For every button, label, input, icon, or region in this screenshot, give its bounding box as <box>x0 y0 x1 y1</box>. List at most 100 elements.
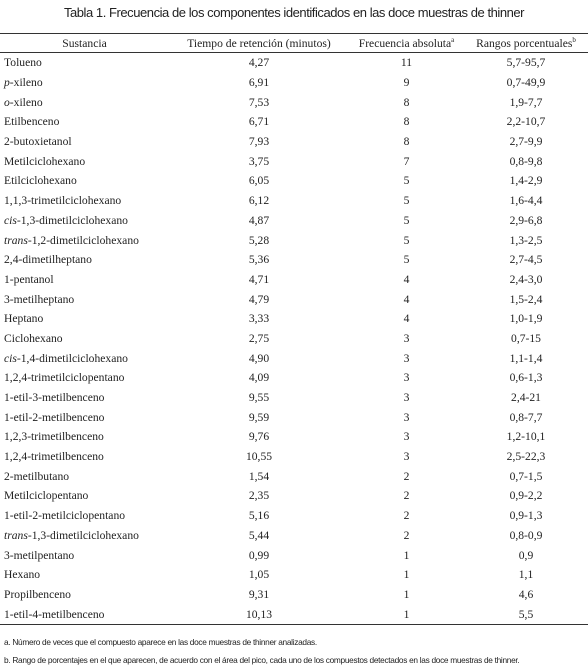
cell-tiempo: 6,91 <box>248 76 270 90</box>
cell-frecuencia: 2 <box>403 489 410 503</box>
cell-frecuencia: 5 <box>403 253 410 267</box>
cell-tiempo: 4,09 <box>248 371 270 385</box>
table-row: p-xileno 6,91 9 0,7-49,9 <box>0 73 588 93</box>
cell-frecuencia: 11 <box>400 56 413 70</box>
table-row: Propilbenceno 9,31 1 4,6 <box>0 585 588 605</box>
cell-rangos: 2,7-4,5 <box>509 253 543 267</box>
cell-frecuencia: 5 <box>403 213 410 227</box>
cell-rangos: 2,4-21 <box>511 391 541 405</box>
cell-tiempo: 9,55 <box>248 391 270 405</box>
cell-frecuencia: 5 <box>403 194 410 208</box>
cell-frecuencia: 1 <box>403 548 410 562</box>
cell-tiempo: 6,05 <box>248 174 270 188</box>
cell-tiempo: 9,76 <box>248 430 270 444</box>
footnote: b. Rango de porcentajes en el que aparec… <box>4 655 520 665</box>
cell-tiempo: 6,71 <box>248 115 270 129</box>
cell-rangos: 0,6-1,3 <box>509 371 543 385</box>
cell-sustancia: Ciclohexano <box>0 329 169 349</box>
substance-name: -1,2-dimetilciclohexano <box>27 233 139 247</box>
substance-name: 3-metilheptano <box>4 292 75 306</box>
cell-frecuencia: 1 <box>349 604 464 625</box>
header-cell: Sustancia <box>0 33 169 53</box>
italic-prefix: o <box>4 95 10 109</box>
header-row: Sustancia Tiempo de retención (minutos) Fr… <box>0 33 588 53</box>
italic-prefix: trans <box>4 233 28 247</box>
table-row: 1,1,3-trimetilciclohexano 6,12 5 1,6-4,4 <box>0 191 588 211</box>
cell-tiempo: 5,28 <box>248 233 270 247</box>
cell-sustancia: 1-etil-3-metilbenceno <box>0 388 169 408</box>
cell-rangos: 1,6-4,4 <box>509 194 543 208</box>
table-row: 1-etil-3-metilbenceno 9,55 3 2,4-21 <box>0 388 588 408</box>
cell-sustancia: Metilciclohexano <box>0 151 169 171</box>
cell-sustancia: Heptano <box>0 309 169 329</box>
cell-frecuencia: 2 <box>403 509 410 523</box>
substance-name: Heptano <box>4 312 44 326</box>
table-row: 2,4-dimetilheptano 5,36 5 2,7-4,5 <box>0 250 588 270</box>
cell-sustancia: 1,2,3-trimetilbenceno <box>0 427 169 447</box>
italic-prefix: cis <box>4 351 17 365</box>
cell-frecuencia: 3 <box>403 391 410 405</box>
cell-tiempo: 4,71 <box>248 272 270 286</box>
table-row: 1-etil-2-metilbenceno 9,59 3 0,8-7,7 <box>0 407 588 427</box>
substance-name: 3-metilpentano <box>4 548 75 562</box>
substance-name: Etilciclohexano <box>4 174 77 188</box>
cell-tiempo: 3,75 <box>248 154 270 168</box>
footnote-marker: a <box>451 36 455 45</box>
cell-tiempo: 2,75 <box>248 331 270 345</box>
table-row: Etilciclohexano 6,05 5 1,4-2,9 <box>0 171 588 191</box>
table-row: Heptano 3,33 4 1,0-1,9 <box>0 309 588 329</box>
table-row: cis-1,4-dimetilciclohexano 4,90 3 1,1-1,4 <box>0 348 588 368</box>
cell-frecuencia: 8 <box>403 135 410 149</box>
cell-rangos: 1,1 <box>518 568 534 582</box>
header-text: Rangos porcentuales <box>476 36 573 50</box>
footnote-text: Rango de porcentajes en el que aparecen,… <box>12 655 520 665</box>
header-cell: Frecuencia absolutaa <box>349 33 464 53</box>
cell-rangos: 2,5-22,3 <box>506 450 546 464</box>
substance-name: -1,3-dimetilciclohexano <box>16 213 128 227</box>
table-row: Etilbenceno 6,71 8 2,2-10,7 <box>0 112 588 132</box>
cell-frecuencia: 4 <box>403 312 410 326</box>
header-cell: Tiempo de retención (minutos) <box>169 33 349 53</box>
substance-name: -xileno <box>9 76 43 90</box>
table-row: 1-etil-2-metilciclopentano 5,16 2 0,9-1,3 <box>0 506 588 526</box>
footnote-marker: b <box>572 36 576 45</box>
cell-frecuencia: 1 <box>403 568 410 582</box>
table-row: 1-etil-4-metilbenceno 10,13 1 5,5 <box>0 604 588 625</box>
cell-sustancia: Propilbenceno <box>0 585 169 605</box>
cell-frecuencia: 2 <box>403 469 410 483</box>
cell-rangos: 1,2-10,1 <box>506 430 546 444</box>
cell-rangos: 0,7-1,5 <box>509 469 543 483</box>
cell-sustancia: 2,4-dimetilheptano <box>0 250 169 270</box>
cell-tiempo: 9,59 <box>248 410 270 424</box>
substance-name: 1-etil-2-metilciclopentano <box>4 509 126 523</box>
table-row: Hexano 1,05 1 1,1 <box>0 565 588 585</box>
header-text: Tiempo de retención (minutos) <box>187 36 331 50</box>
table-body: Tolueno 4,27 11 5,7-95,7 p-xileno 6,91 9 0,7-49… <box>0 53 588 625</box>
table-row: 2-metilbutano 1,54 2 0,7-1,5 <box>0 466 588 486</box>
cell-tiempo: 0,99 <box>248 548 270 562</box>
cell-sustancia: o-xileno <box>0 92 169 112</box>
cell-sustancia: cis-1,4-dimetilciclohexano <box>0 348 169 368</box>
cell-frecuencia: 5 <box>403 174 410 188</box>
cell-rangos: 2,2-10,7 <box>506 115 546 129</box>
cell-frecuencia: 8 <box>403 115 410 129</box>
table-row: 2-butoxietanol 7,93 8 2,7-9,9 <box>0 132 588 152</box>
cell-tiempo: 4,27 <box>248 56 270 70</box>
cell-sustancia: 1,2,4-trimetilciclopentano <box>0 368 169 388</box>
substance-name: Ciclohexano <box>4 331 63 345</box>
table-row: 1,2,4-trimetilciclopentano 4,09 3 0,6-1,3 <box>0 368 588 388</box>
cell-sustancia: 2-butoxietanol <box>0 132 169 152</box>
cell-rangos: 1,4-2,9 <box>509 174 543 188</box>
substance-name: 1-etil-2-metilbenceno <box>4 410 105 424</box>
cell-sustancia: trans-1,2-dimetilciclohexano <box>0 230 169 250</box>
cell-rangos: 1,3-2,5 <box>509 233 543 247</box>
substance-name: Tolueno <box>4 56 42 70</box>
cell-tiempo: 5,44 <box>248 528 270 542</box>
cell-rangos: 1,1-1,4 <box>509 351 543 365</box>
table-title: Tabla 1. Frecuencia de los componentes i… <box>63 5 525 20</box>
cell-tiempo: 6,12 <box>248 194 270 208</box>
cell-rangos: 1,0-1,9 <box>509 312 543 326</box>
cell-sustancia: Tolueno <box>0 53 169 73</box>
cell-sustancia: 1-etil-2-metilbenceno <box>0 407 169 427</box>
